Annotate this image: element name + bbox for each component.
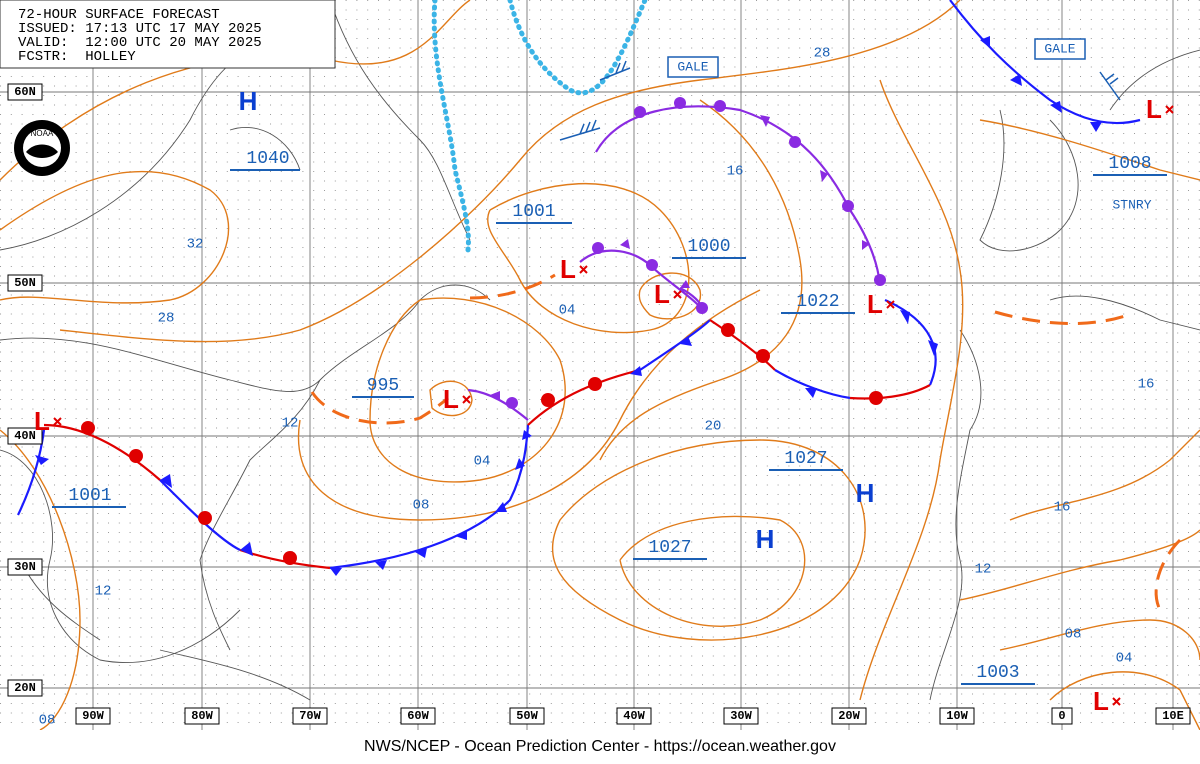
central-pressure: 1022	[796, 292, 839, 312]
longitude-label: 10W	[946, 709, 968, 723]
low-marker	[673, 290, 682, 299]
low-symbol: L	[560, 254, 576, 284]
longitude-label: 50W	[516, 709, 538, 723]
longitude-label: 70W	[299, 709, 321, 723]
low-marker	[462, 395, 471, 404]
isobar-labels: 28 16 32 28 04 12 04 20 08 12 16 16 12 0…	[39, 46, 1155, 729]
low-symbol: L	[1093, 686, 1109, 716]
isobar-label: 28	[158, 311, 175, 327]
central-pressure: 1008	[1108, 154, 1151, 174]
longitude-label: 90W	[82, 709, 104, 723]
central-pressure: 995	[367, 376, 399, 396]
label-box	[7, 427, 43, 445]
label-box	[7, 679, 43, 697]
central-pressure: 1001	[512, 202, 555, 222]
isobar-label: 12	[282, 416, 299, 432]
isobar-label: 16	[1138, 377, 1155, 393]
central-pressures: 1040 1001 1000 1022 995 1027 1027 1001 1…	[52, 149, 1167, 685]
isobar-label: 12	[95, 584, 112, 600]
longitude-label: 0	[1058, 709, 1065, 723]
longitude-label: 80W	[191, 709, 213, 723]
front-symbols	[35, 36, 1102, 576]
footer-bg	[0, 730, 1200, 764]
low-marker	[886, 300, 895, 309]
high-symbol: H	[756, 524, 775, 554]
header-line: FCSTR: HOLLEY	[18, 49, 136, 65]
low-symbol: L	[34, 406, 50, 436]
latitude-label: 50N	[14, 276, 36, 290]
header-box	[0, 0, 336, 69]
central-pressure: 1027	[648, 538, 691, 558]
isobar-label: 08	[39, 713, 56, 729]
label-box	[7, 558, 43, 576]
label-box	[7, 83, 43, 101]
label-box	[7, 274, 43, 292]
coastlines	[0, 0, 1200, 701]
latitude-label: 60N	[14, 85, 36, 99]
low-symbol: L	[443, 384, 459, 414]
low-symbol: L	[1146, 94, 1162, 124]
isobar-label: 32	[187, 237, 204, 253]
warning-label: GALE	[677, 59, 708, 74]
longitude-label: 10E	[1162, 709, 1184, 723]
central-pressure: 1027	[784, 449, 827, 469]
central-pressure: 1000	[687, 237, 730, 257]
longitude-label: 40W	[623, 709, 645, 723]
ice-edge	[431, 0, 648, 253]
header-line: ISSUED: 17:13 UTC 17 MAY 2025	[18, 21, 262, 37]
low-symbols: L L L L L L L	[34, 94, 1174, 716]
warning-box	[667, 56, 719, 78]
header-line: 72-HOUR SURFACE FORECAST	[18, 7, 220, 23]
warning-label: GALE	[1044, 41, 1075, 56]
isobar-label: 04	[559, 303, 576, 319]
isobar-label: 04	[1116, 651, 1133, 667]
minor-grid	[0, 0, 1200, 730]
isobar-label: 28	[814, 46, 831, 62]
low-symbol: L	[867, 289, 883, 319]
latitude-labels: 60N 50N 40N 30N 20N	[7, 83, 43, 697]
high-symbol: H	[856, 478, 875, 508]
longitude-label: 60W	[407, 709, 429, 723]
isobar-label: 08	[413, 498, 430, 514]
longitude-label: 20W	[838, 709, 860, 723]
warning-box	[1034, 38, 1086, 60]
low-marker	[579, 265, 588, 274]
logo-text: NOAA	[31, 129, 54, 138]
latitude-label: 30N	[14, 560, 36, 574]
latitude-label: 20N	[14, 681, 36, 695]
isobar-label: 04	[474, 454, 491, 470]
logo: NOAA	[14, 120, 70, 176]
central-pressure: 1003	[976, 663, 1019, 683]
low-symbol: L	[654, 279, 670, 309]
low-marker	[1112, 697, 1121, 706]
longitude-label: 30W	[730, 709, 752, 723]
low-marker	[1165, 105, 1174, 114]
footer: NWS/NCEP - Ocean Prediction Center - htt…	[364, 738, 836, 755]
wind-barbs	[559, 60, 1121, 141]
isobar-label: 08	[1065, 627, 1082, 643]
central-pressure: 1001	[68, 486, 111, 506]
longitude-labels: 90W 80W 70W 60W 50W 40W 30W 20W 10W 0 10…	[75, 707, 1191, 725]
major-grid	[0, 0, 1200, 730]
front-label: STNRY	[1112, 197, 1151, 212]
high-symbol: H	[239, 86, 258, 116]
isobar-label: 12	[975, 562, 992, 578]
troughs	[310, 273, 1182, 611]
isobar-label: 20	[705, 419, 722, 435]
isobar-label: 16	[727, 164, 744, 180]
header-line: VALID: 12:00 UTC 20 MAY 2025	[18, 35, 262, 51]
latitude-label: 40N	[14, 429, 36, 443]
low-marker	[53, 417, 62, 426]
isobar-label: 16	[1054, 500, 1071, 516]
central-pressure: 1040	[246, 149, 289, 169]
